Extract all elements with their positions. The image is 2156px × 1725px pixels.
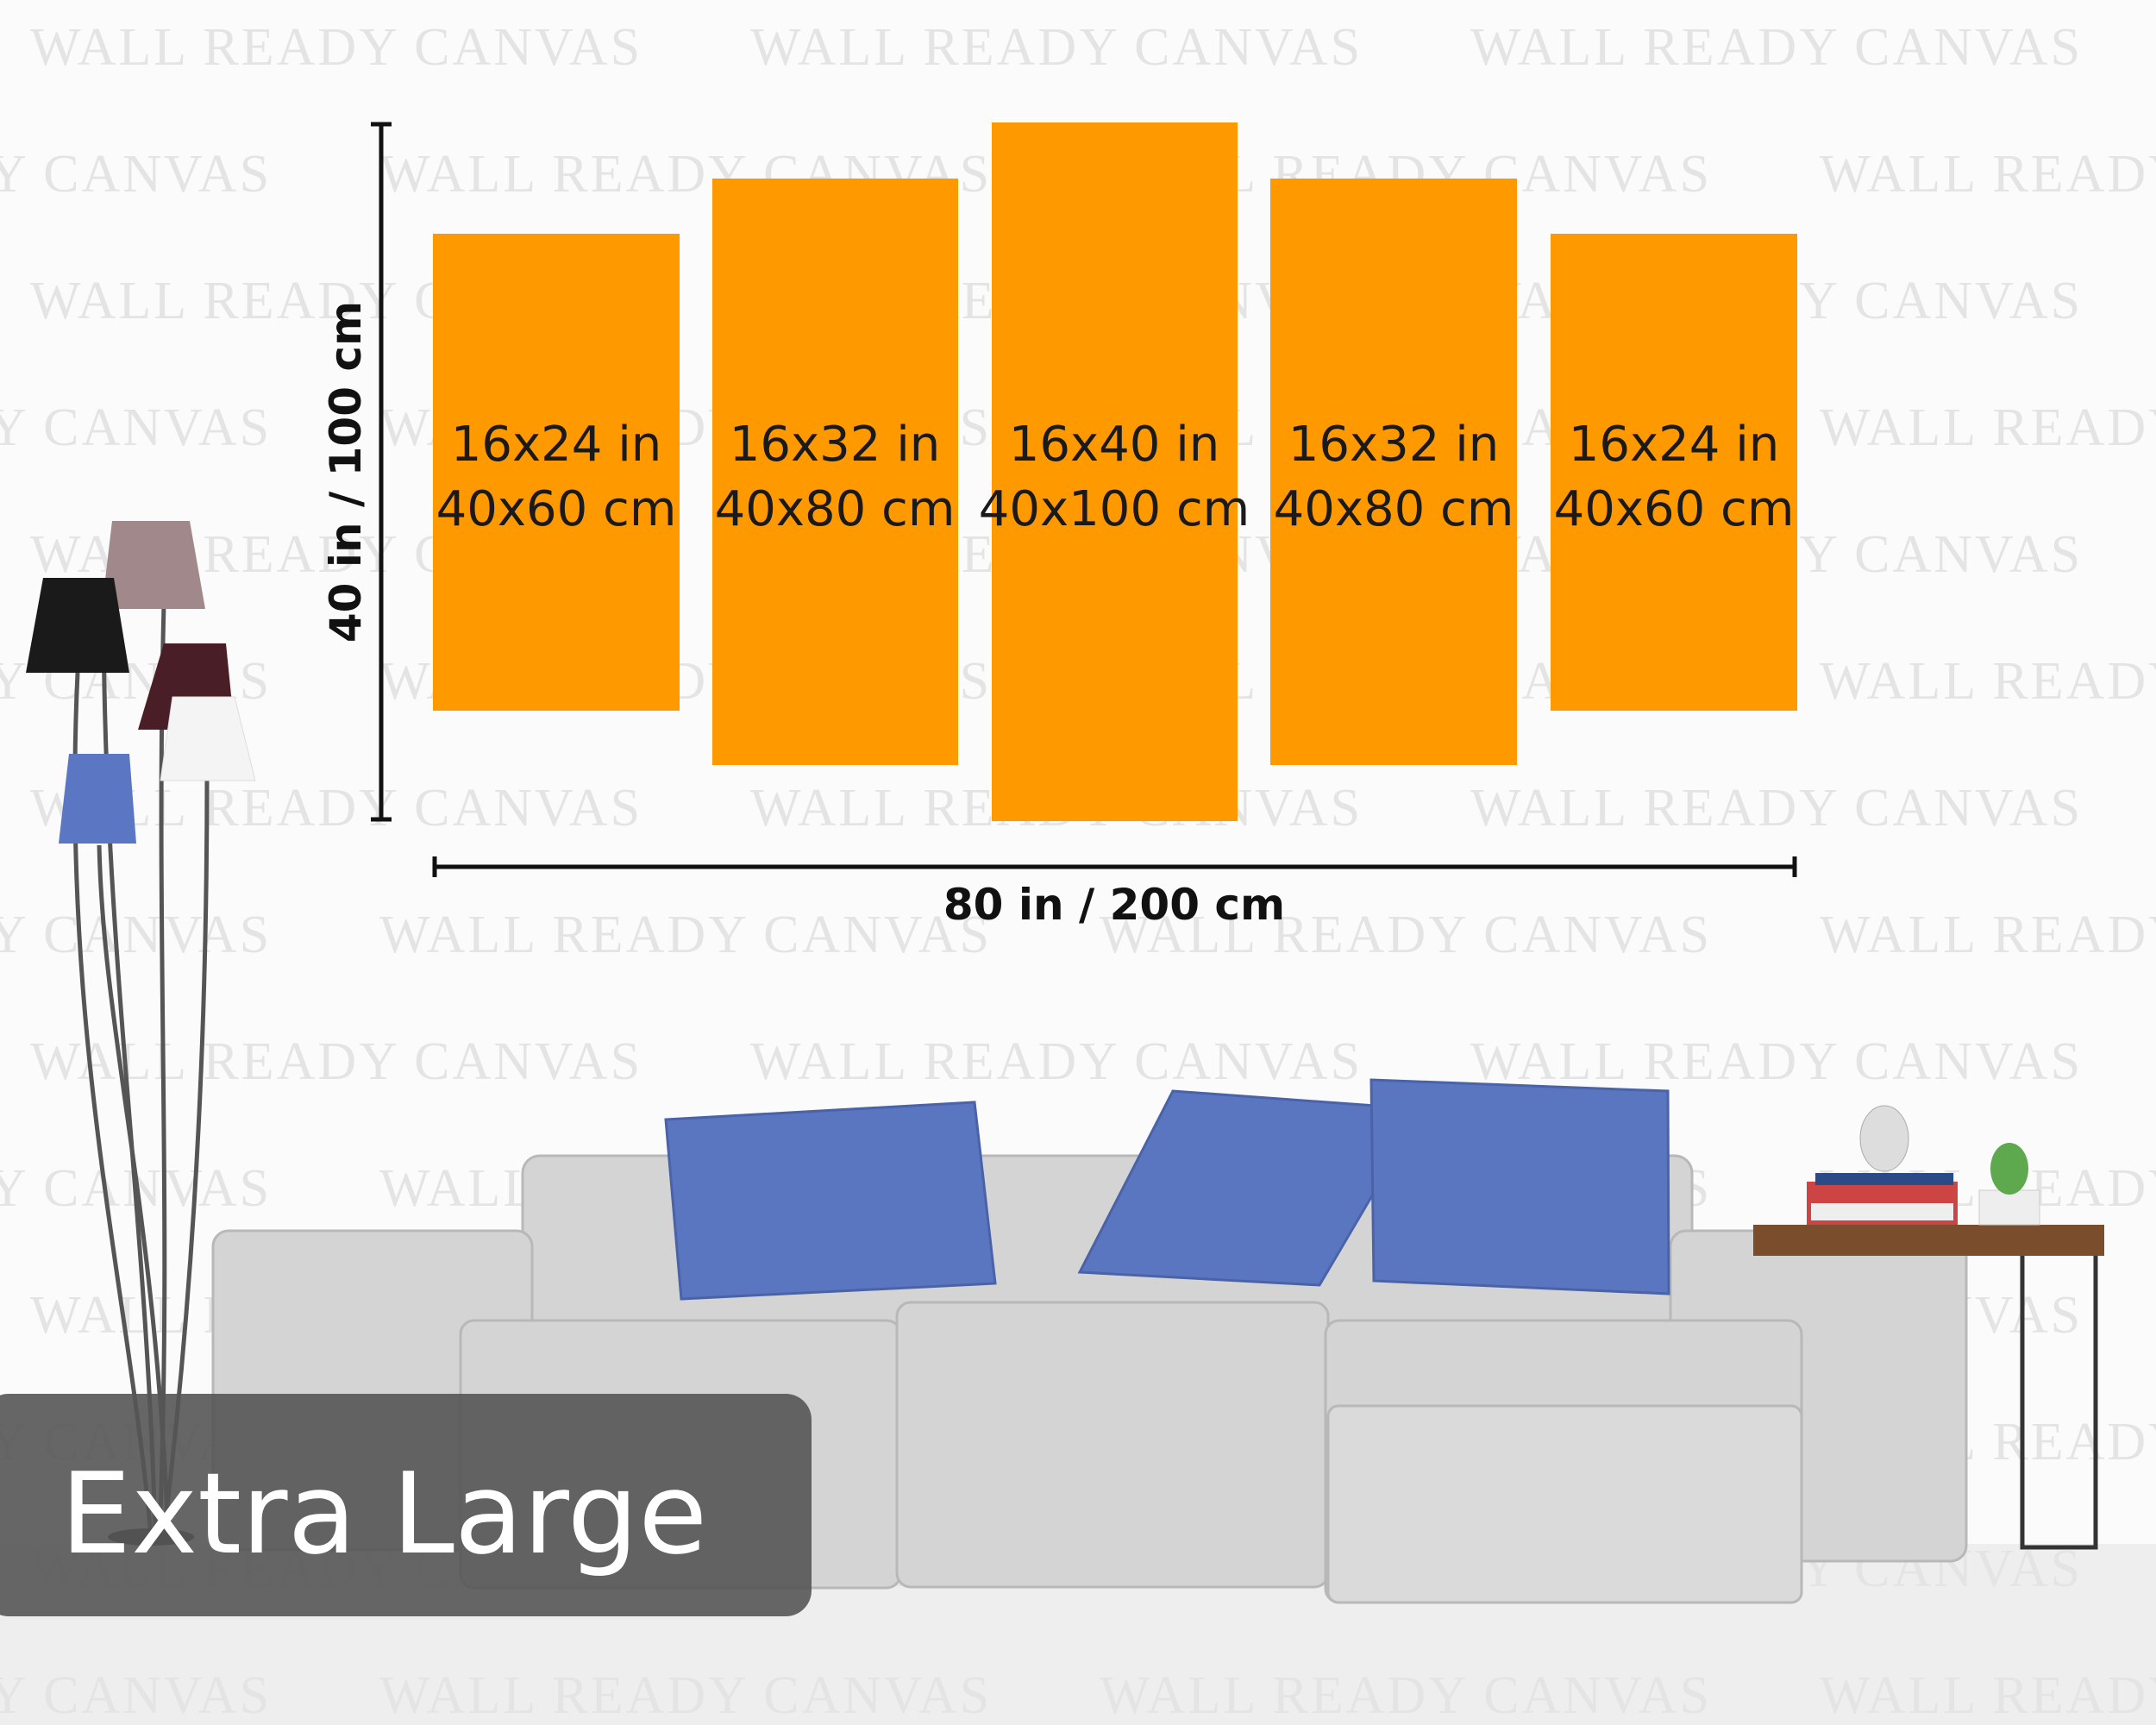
watermark: WALL READY CANVAS — [1100, 1666, 1712, 1725]
watermark: WALL READY CANVAS — [1100, 906, 1712, 964]
panel-size-in: 16x24 in — [451, 417, 662, 473]
watermark: WALL READY CANVAS — [1820, 1666, 2156, 1725]
watermark: WALL READY CANVAS — [30, 18, 642, 77]
dimension-lines — [371, 122, 1797, 877]
panel — [1551, 234, 1797, 711]
watermark: WALL READY CANVAS — [1820, 906, 2156, 964]
panel — [712, 179, 958, 765]
panel — [1270, 179, 1517, 765]
watermark: WALL READY CANVAS — [30, 1032, 642, 1091]
watermark: WALL READY CANVAS — [1470, 779, 2083, 837]
watermark: WALL READY CANVAS — [379, 906, 992, 964]
watermark: WALL READY CANVAS — [1820, 398, 2156, 457]
panel-size-cm: 40x60 cm — [436, 481, 677, 537]
panel-size-in: 16x24 in — [1569, 417, 1780, 473]
watermark: WALL READY CANVAS — [750, 1032, 1363, 1091]
panel-size-cm: 40x60 cm — [1554, 481, 1795, 537]
side-table — [1753, 1105, 2104, 1550]
watermark: WALL READY CANVAS — [1470, 18, 2083, 77]
panel-size-in: 16x32 in — [730, 417, 941, 473]
watermark: WALL READY CANVAS — [0, 145, 272, 204]
watermark: WALL READY CANVAS — [1820, 652, 2156, 711]
watermark: WALL READY CANVAS — [0, 398, 272, 457]
panel-size-in: 16x40 in — [1009, 417, 1220, 473]
panel-size-cm: 40x80 cm — [1274, 481, 1514, 537]
watermark: WALL READY CANVAS — [750, 18, 1363, 77]
panel-size-cm: 40x80 cm — [715, 481, 956, 537]
panel-size-in: 16x32 in — [1288, 417, 1500, 473]
width-label: 80 in / 200 cm — [943, 880, 1285, 930]
watermark: WALL READY CANVAS — [0, 906, 272, 964]
size-badge — [0, 1394, 812, 1616]
watermark: WALL READY CANVAS — [1820, 145, 2156, 204]
panels — [433, 122, 1797, 821]
watermark: WALL READY CANVAS — [0, 1666, 272, 1725]
panel — [433, 234, 680, 711]
pillows — [664, 1078, 1670, 1301]
badge-label: Extra Large — [60, 1448, 707, 1579]
watermark: WALL READY CANVAS — [1470, 1032, 2083, 1091]
height-label: 40 in / 100 cm — [321, 301, 371, 643]
panel-size-cm: 40x100 cm — [979, 481, 1250, 537]
watermark: WALL READY CANVAS — [379, 1666, 992, 1725]
panel — [992, 122, 1238, 821]
